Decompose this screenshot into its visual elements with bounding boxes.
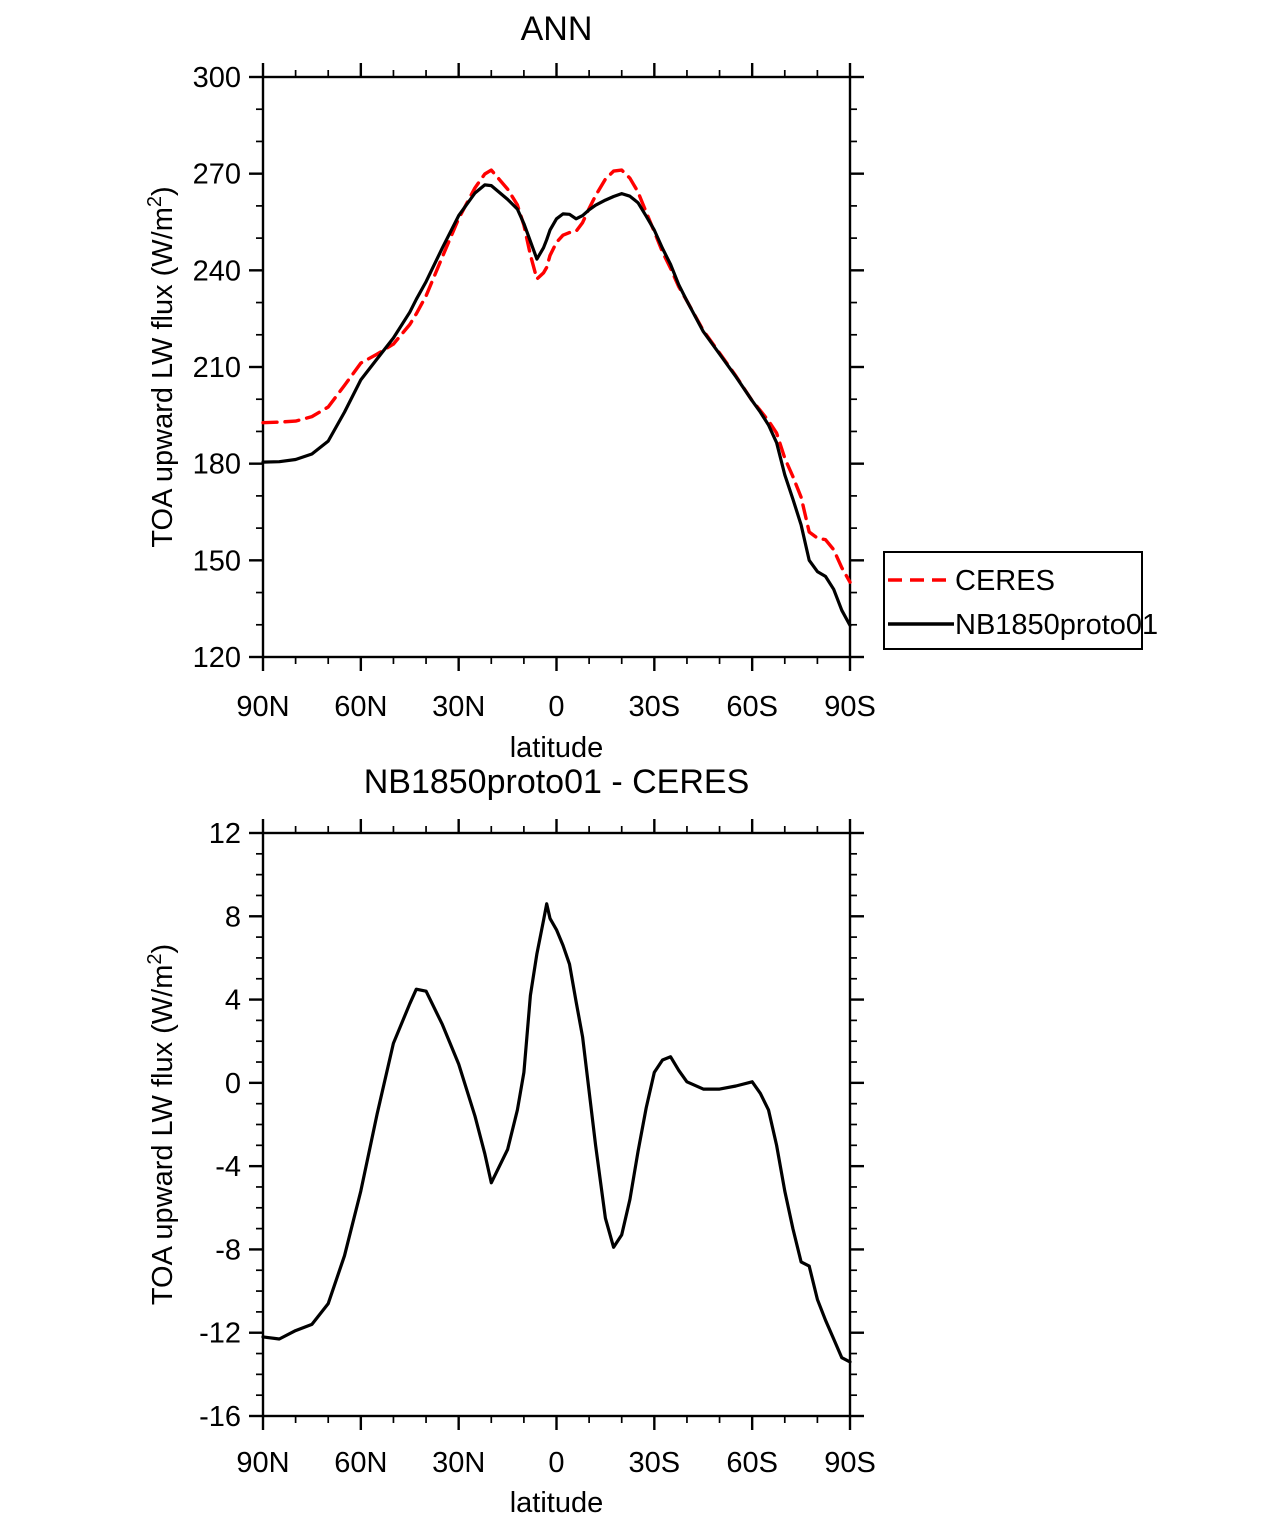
plot-frame <box>261 75 852 659</box>
curve-ceres <box>261 168 852 584</box>
x-tick-label: 90N <box>236 1447 289 1479</box>
panel-title: NB1850proto01 - CERES <box>364 763 750 801</box>
y-tick-label: 210 <box>193 352 241 384</box>
x-tick-label: 60N <box>334 1447 387 1479</box>
y-tick-label: 4 <box>225 985 241 1017</box>
x-tick-label: 30N <box>432 691 485 723</box>
y-tick-label: 12 <box>209 818 241 850</box>
curve-nb1850proto01-ceres <box>261 902 852 1364</box>
y-tick-label: 300 <box>193 62 241 94</box>
panel-title: ANN <box>521 10 593 48</box>
x-tick-label: 30S <box>629 691 681 723</box>
y-tick-label: -4 <box>215 1151 241 1183</box>
legend-label-ceres: CERES <box>955 565 1055 597</box>
x-tick-label: 0 <box>548 691 564 723</box>
y-tick-label: -8 <box>215 1234 241 1266</box>
y-tick-label: 8 <box>225 901 241 933</box>
x-tick-label: 0 <box>548 1447 564 1479</box>
plot-frame <box>261 831 852 1418</box>
y-tick-label: 120 <box>193 642 241 674</box>
y-tick-label: -12 <box>199 1318 241 1350</box>
x-tick-label: 90S <box>824 1447 876 1479</box>
x-axis-title: latitude <box>510 1487 604 1517</box>
x-tick-label: 30S <box>629 1447 681 1479</box>
top-panel: 120 150 180 210 240 270 300 90N 60N 30N 0 30S 60S 90S… <box>144 10 876 764</box>
x-tick-label: 90N <box>236 691 289 723</box>
y-axis-title: TOA upward LW flux (W/m2) <box>144 944 179 1305</box>
y-tick-label: 240 <box>193 255 241 287</box>
x-tick-label: 90S <box>824 691 876 723</box>
legend-label-nb1850proto01: NB1850proto01 <box>955 609 1158 641</box>
bottom-panel: -16 -12 -8 -4 0 4 8 12 90N 60N 30N 0 30S 60S 90S NB1850… <box>144 763 876 1517</box>
y-tick-label: 270 <box>193 159 241 191</box>
y-axis-title: TOA upward LW flux (W/m2) <box>144 186 179 547</box>
x-tick-label: 30N <box>432 1447 485 1479</box>
y-tick-label: 0 <box>225 1068 241 1100</box>
legend-box <box>883 551 1143 650</box>
legend: CERES NB1850proto01 <box>883 551 1158 650</box>
x-tick-label: 60S <box>726 1447 778 1479</box>
x-axis-title: latitude <box>510 732 604 764</box>
x-tick-label: 60S <box>726 691 778 723</box>
curve-nb1850proto01 <box>261 183 852 628</box>
y-tick-label: -16 <box>199 1401 241 1433</box>
y-tick-label: 180 <box>193 449 241 481</box>
y-tick-label: 150 <box>193 545 241 577</box>
x-tick-label: 60N <box>334 691 387 723</box>
